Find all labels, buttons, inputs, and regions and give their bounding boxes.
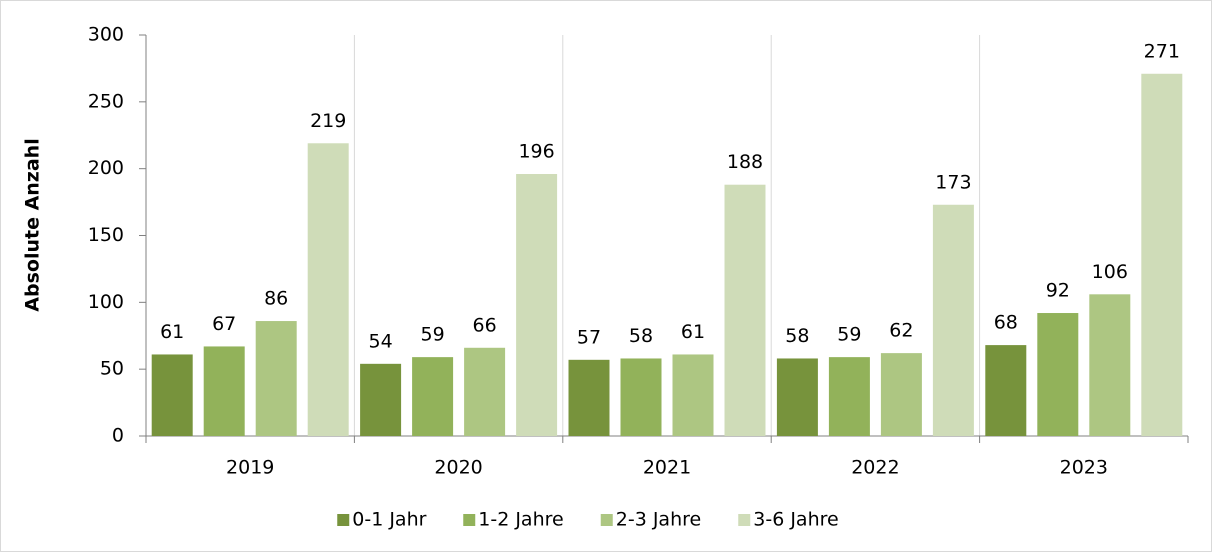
value-label: 67 bbox=[212, 313, 236, 335]
bar bbox=[776, 358, 818, 436]
value-label: 61 bbox=[681, 321, 705, 343]
bar bbox=[1089, 294, 1131, 436]
legend-label: 1-2 Jahre bbox=[478, 509, 563, 531]
bar bbox=[1037, 313, 1079, 436]
x-tick-label: 2023 bbox=[1060, 457, 1108, 479]
x-tick-label: 2020 bbox=[434, 457, 482, 479]
bar bbox=[360, 363, 402, 436]
value-label: 57 bbox=[577, 326, 601, 348]
bar bbox=[568, 359, 610, 436]
bar bbox=[151, 354, 193, 436]
y-tick-label: 100 bbox=[88, 291, 124, 313]
bar bbox=[724, 184, 766, 436]
bar bbox=[828, 357, 870, 436]
bar bbox=[464, 347, 506, 436]
value-label: 196 bbox=[518, 141, 554, 163]
value-label: 61 bbox=[160, 321, 184, 343]
value-label: 62 bbox=[889, 320, 913, 342]
value-label: 58 bbox=[785, 325, 809, 347]
bar bbox=[1141, 73, 1183, 436]
value-label: 58 bbox=[629, 325, 653, 347]
bar bbox=[412, 357, 454, 436]
value-label: 271 bbox=[1144, 40, 1180, 62]
y-tick-label: 250 bbox=[88, 90, 124, 112]
legend-label: 0-1 Jahr bbox=[352, 509, 426, 531]
legend-swatch bbox=[463, 514, 476, 526]
bar bbox=[203, 346, 245, 436]
bar bbox=[932, 204, 974, 436]
value-label: 66 bbox=[473, 314, 497, 336]
bar bbox=[516, 174, 558, 436]
x-tick-label: 2022 bbox=[851, 457, 899, 479]
value-label: 92 bbox=[1046, 280, 1070, 302]
value-label: 59 bbox=[837, 324, 861, 346]
legend-label: 2-3 Jahre bbox=[616, 509, 701, 531]
value-label: 86 bbox=[264, 288, 288, 310]
bar bbox=[985, 345, 1027, 436]
legend-swatch bbox=[337, 514, 350, 526]
value-label: 106 bbox=[1092, 261, 1128, 283]
legend-swatch bbox=[738, 514, 751, 526]
value-label: 59 bbox=[421, 324, 445, 346]
bar bbox=[672, 354, 714, 436]
bar bbox=[620, 358, 662, 436]
y-tick-label: 0 bbox=[112, 425, 124, 447]
y-axis-label: Absolute Anzahl bbox=[22, 138, 44, 311]
y-tick-label: 50 bbox=[100, 358, 124, 380]
value-label: 173 bbox=[935, 171, 971, 193]
x-tick-label: 2021 bbox=[643, 457, 691, 479]
bar bbox=[880, 353, 922, 436]
x-tick-label: 2019 bbox=[226, 457, 274, 479]
bar bbox=[307, 143, 349, 436]
legend-label: 3-6 Jahre bbox=[753, 509, 838, 531]
value-label: 188 bbox=[727, 151, 763, 173]
value-label: 68 bbox=[994, 312, 1018, 334]
legend-swatch bbox=[600, 514, 613, 526]
y-tick-label: 200 bbox=[88, 157, 124, 179]
value-label: 54 bbox=[369, 330, 393, 352]
value-label: 219 bbox=[310, 110, 346, 132]
bar bbox=[255, 321, 297, 436]
y-tick-label: 150 bbox=[88, 224, 124, 246]
y-tick-label: 300 bbox=[88, 24, 124, 46]
